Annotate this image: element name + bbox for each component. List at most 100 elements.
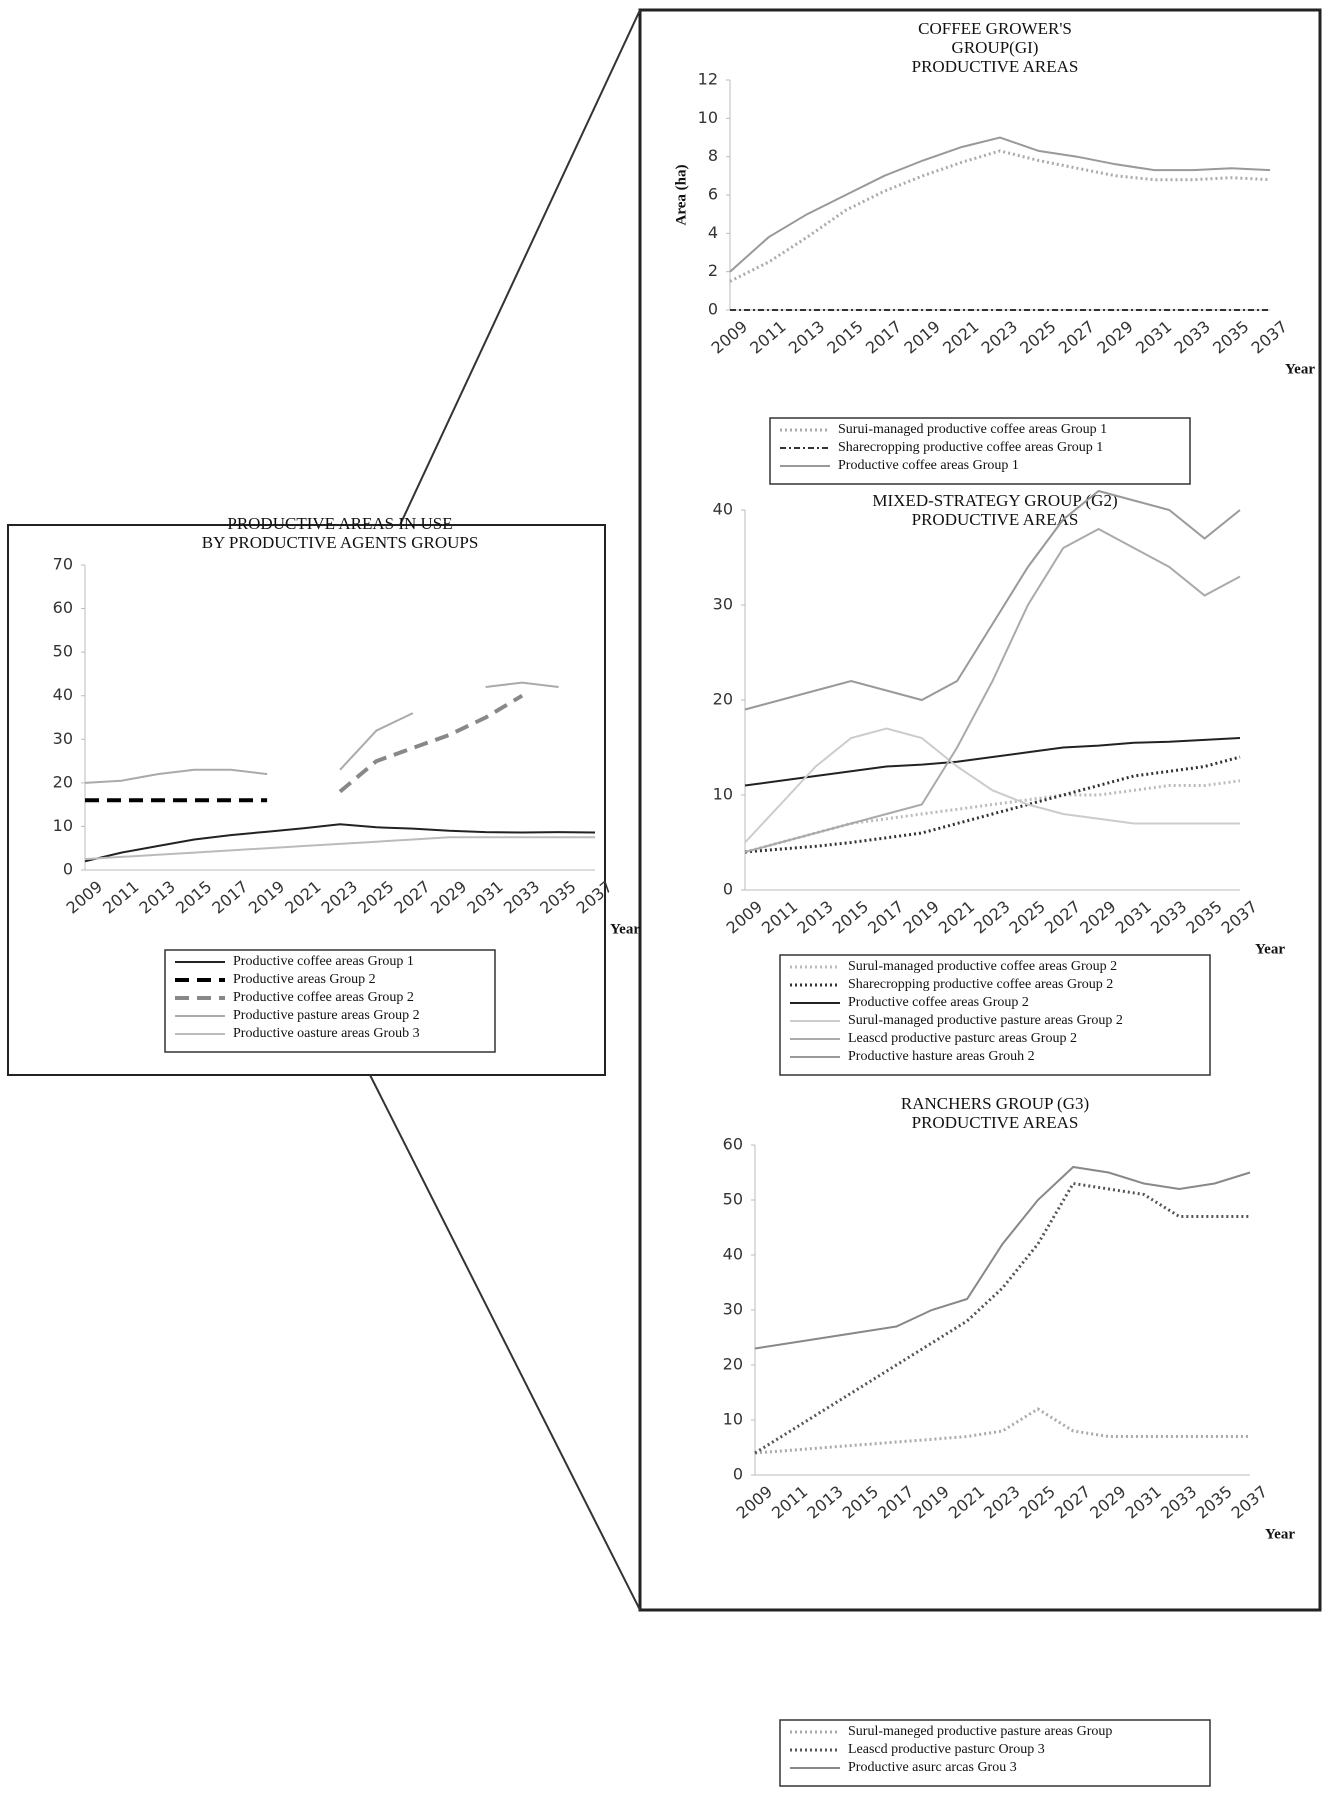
y-tick-label: 40	[53, 685, 73, 704]
y-tick-label: 30	[53, 729, 73, 748]
zoom-line	[369, 1074, 641, 1611]
x-tick-label: 2013	[793, 897, 836, 938]
x-tick-label: 2021	[935, 897, 978, 938]
y-tick-label: 70	[53, 555, 73, 574]
chart-title: COFFEE GROWER'S	[918, 19, 1072, 38]
x-tick-label: 2037	[1228, 1482, 1271, 1523]
chart-title: RANCHERS GROUP (G3)	[901, 1094, 1089, 1113]
x-tick-label: 2015	[172, 877, 215, 918]
x-tick-label: 2023	[980, 1482, 1023, 1523]
y-tick-label: 20	[53, 772, 73, 791]
chart-title: PRODUCTIVE AREAS	[912, 510, 1079, 529]
y-tick-label: 30	[723, 1300, 743, 1319]
x-tick-label: 2035	[1209, 317, 1252, 358]
x-tick-label: 2029	[1093, 317, 1136, 358]
x-tick-label: 2027	[391, 877, 434, 918]
legend-label: Surul-managed productive coffee areas Gr…	[848, 959, 1117, 974]
x-tick-label: 2013	[136, 877, 179, 918]
x-tick-label: 2027	[1055, 317, 1098, 358]
y-tick-label: 50	[53, 642, 73, 661]
x-tick-label: 2009	[708, 317, 751, 358]
x-tick-label: 2033	[1157, 1482, 1200, 1523]
legend-box	[164, 949, 496, 1053]
series-line	[729, 136, 1271, 273]
x-tick-label: 2037	[573, 877, 616, 918]
x-tick-label: 2011	[768, 1482, 811, 1523]
series-line	[744, 727, 1240, 844]
y-tick-label: 60	[723, 1135, 743, 1154]
y-tick-label: 20	[723, 1355, 743, 1374]
x-tick-label: 2029	[427, 877, 470, 918]
zoom-line	[399, 9, 641, 526]
x-tick-label: 2009	[723, 897, 766, 938]
legend-label: Leascd productive pasturc areas Group 2	[848, 1031, 1077, 1046]
x-tick-label: 2031	[1112, 897, 1155, 938]
x-tick-label: 2009	[733, 1482, 776, 1523]
legend-label: Productive hasture areas Grouh 2	[848, 1049, 1035, 1064]
x-tick-label: 2021	[281, 877, 324, 918]
y-tick-label: 60	[53, 598, 73, 617]
legend-box	[779, 1719, 1211, 1787]
y-tick-label: 10	[53, 816, 73, 835]
legend-label: Sharecropping productive coffee areas Gr…	[838, 440, 1103, 455]
y-tick-label: 10	[698, 108, 718, 127]
x-tick-label: 2017	[208, 877, 251, 918]
x-tick-label: 2023	[970, 897, 1013, 938]
chart-title: PRODUCTIVE AREAS	[912, 57, 1079, 76]
legend-label: Productive coffee areas Group 1	[233, 954, 414, 969]
chart-title: PRODUCTIVE AREAS IN USE	[227, 514, 452, 533]
y-tick-label: 30	[713, 595, 733, 614]
series-line	[744, 527, 1241, 853]
x-tick-label: 2025	[1006, 897, 1049, 938]
legend-label: Leascd productive pasturc Oroup 3	[848, 1742, 1045, 1757]
legend-label: Surul-managed productive pasture areas G…	[848, 1013, 1123, 1028]
x-axis-label: Year	[1265, 1526, 1295, 1542]
overview-frame	[7, 524, 606, 1076]
x-tick-label: 2017	[864, 897, 907, 938]
x-tick-label: 2031	[463, 877, 506, 918]
x-tick-label: 2019	[901, 317, 944, 358]
y-tick-label: 12	[698, 70, 718, 89]
x-tick-label: 2015	[829, 897, 872, 938]
series-line	[84, 681, 559, 784]
x-axis-label: Year	[610, 921, 640, 937]
x-tick-label: 2025	[1016, 1482, 1059, 1523]
x-tick-label: 2033	[1171, 317, 1214, 358]
legend-box	[779, 954, 1211, 1076]
x-tick-label: 2037	[1248, 317, 1291, 358]
x-tick-label: 2017	[862, 317, 905, 358]
x-tick-label: 2015	[839, 1482, 882, 1523]
chart-title: GROUP(GI)	[952, 38, 1039, 57]
y-tick-label: 50	[723, 1190, 743, 1209]
legend-label: Productive coffee areas Group 1	[838, 458, 1019, 473]
series-line	[729, 149, 1271, 283]
y-tick-label: 40	[723, 1245, 743, 1264]
x-tick-label: 2029	[1076, 897, 1119, 938]
x-tick-label: 2031	[1132, 317, 1175, 358]
legend-label: Productive coffee areas Group 2	[848, 995, 1029, 1010]
y-axis-label: Area (ha)	[673, 165, 689, 226]
series-line	[84, 836, 595, 861]
x-tick-label: 2019	[245, 877, 288, 918]
y-tick-label: 0	[723, 880, 733, 899]
x-axis-label: Year	[1255, 941, 1285, 957]
legend-label: Surul-maneged productive pasture areas G…	[848, 1724, 1112, 1739]
x-tick-label: 2027	[1041, 897, 1084, 938]
x-tick-label: 2025	[354, 877, 397, 918]
x-tick-label: 2011	[746, 317, 789, 358]
series-line	[338, 693, 524, 794]
y-tick-label: 0	[708, 300, 718, 319]
x-tick-label: 2031	[1122, 1482, 1165, 1523]
y-tick-label: 0	[63, 860, 73, 879]
legend-label: Productive areas Group 2	[233, 972, 376, 987]
x-tick-label: 2023	[978, 317, 1021, 358]
x-tick-label: 2013	[785, 317, 828, 358]
x-tick-label: 2029	[1086, 1482, 1129, 1523]
x-tick-label: 2019	[899, 897, 942, 938]
chart-title: PRODUCTIVE AREAS	[912, 1113, 1079, 1132]
zoom-frame	[638, 8, 1322, 1612]
x-tick-label: 2035	[1182, 897, 1225, 938]
x-tick-label: 2023	[318, 877, 361, 918]
x-tick-label: 2033	[1147, 897, 1190, 938]
y-tick-label: 8	[708, 146, 718, 165]
